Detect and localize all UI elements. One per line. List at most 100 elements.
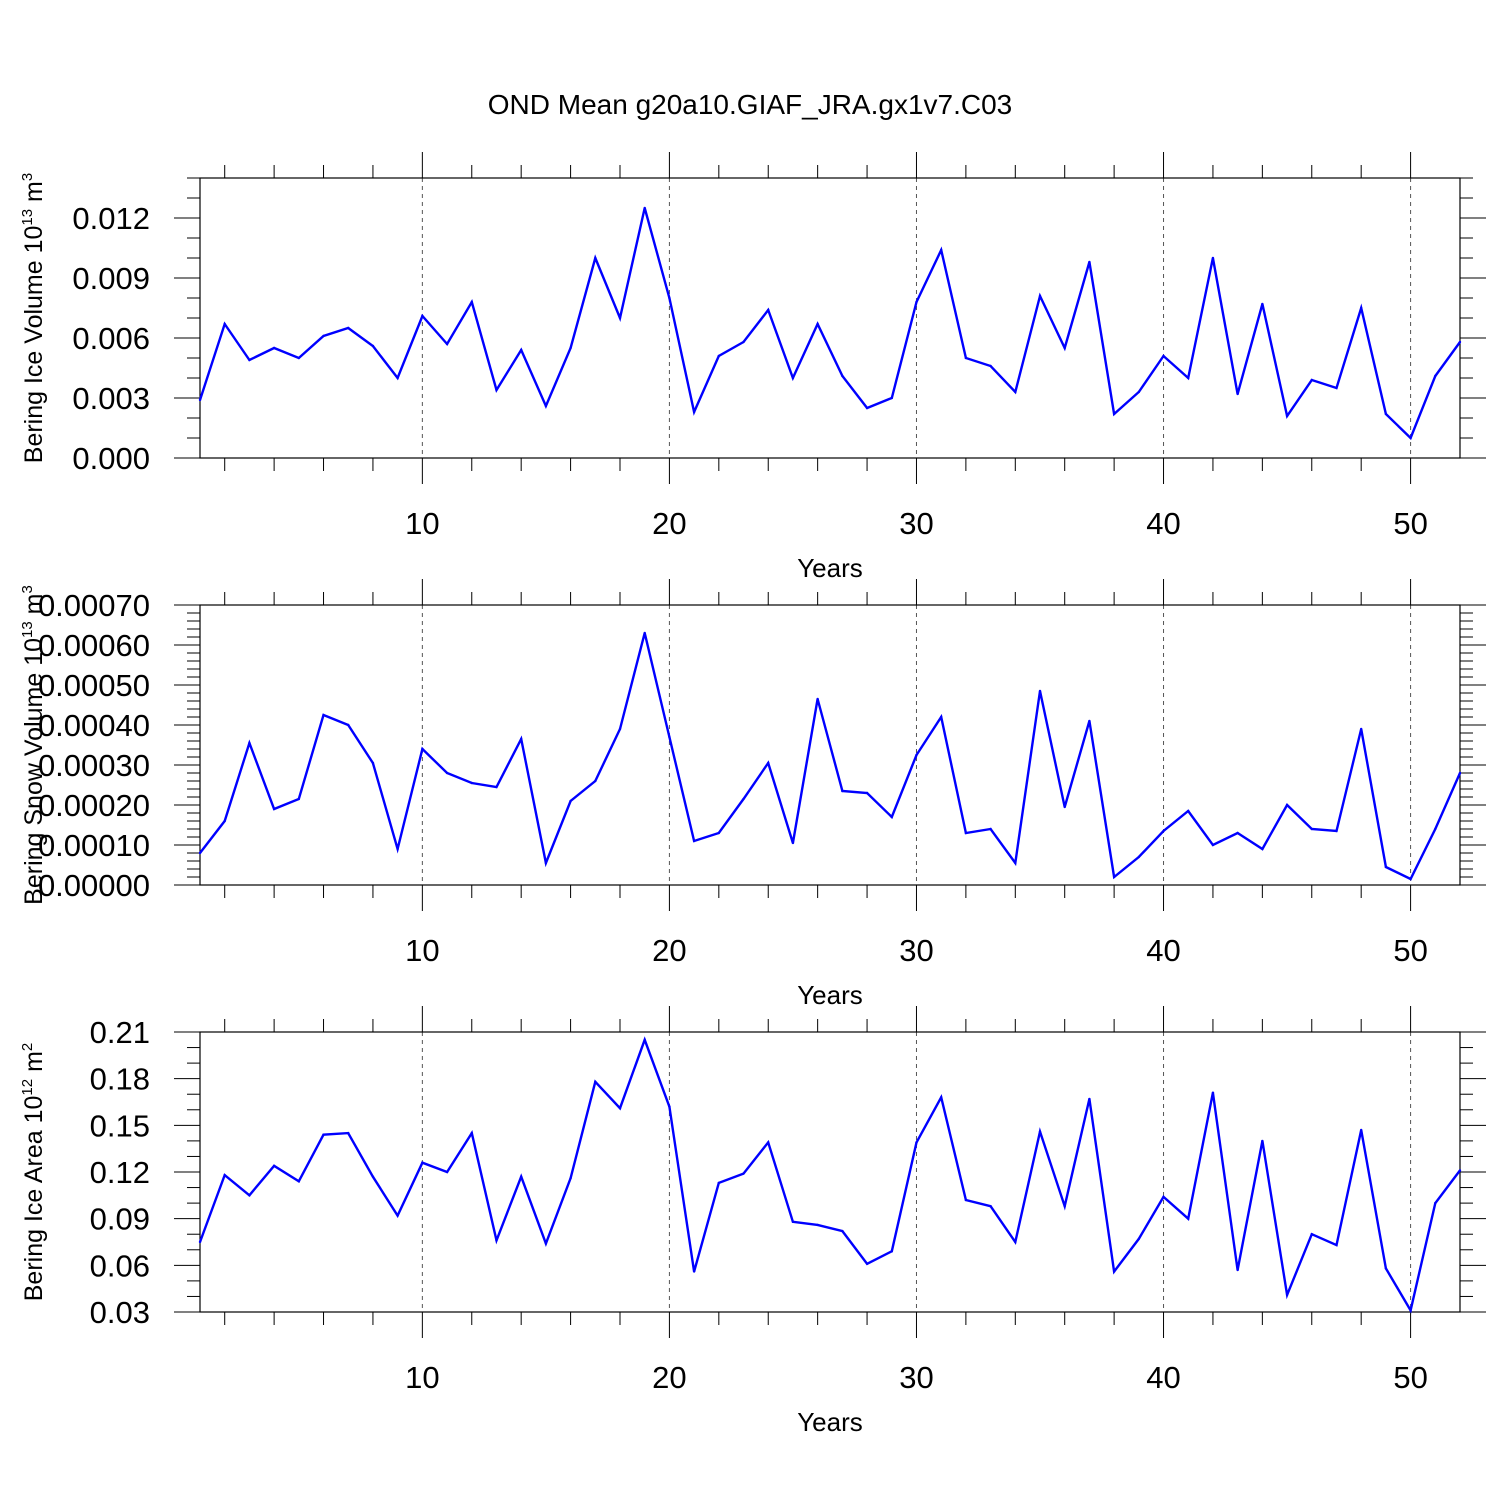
x-tick-label: 40	[1146, 506, 1180, 541]
x-tick-label: 20	[652, 506, 686, 541]
data-point	[470, 781, 473, 785]
data-point	[396, 1214, 399, 1217]
data-point	[1236, 831, 1239, 835]
y-tick-label: 0.00040	[38, 708, 150, 743]
data-point	[643, 631, 646, 635]
y-axis-title-unit-exponent: 3	[19, 585, 36, 593]
data-point	[1162, 829, 1165, 833]
data-point	[939, 1096, 943, 1099]
data-point	[445, 342, 449, 346]
y-tick-label: 0.009	[72, 261, 150, 296]
data-point	[692, 839, 696, 843]
data-point	[841, 1229, 844, 1233]
y-tick-label: 0.00030	[38, 748, 150, 783]
data-point	[519, 348, 523, 352]
data-point	[347, 1131, 350, 1135]
y-tick-label: 0.06	[90, 1248, 150, 1283]
data-point	[692, 1270, 696, 1273]
y-tick-label: 0.000	[72, 441, 150, 476]
data-point	[223, 819, 226, 823]
x-tick-label: 10	[405, 933, 439, 968]
data-point	[1162, 354, 1165, 358]
y-axis-title-main: Bering Ice Volume 10	[20, 226, 48, 464]
y-tick-label: 0.00060	[38, 628, 150, 663]
data-point	[297, 356, 301, 360]
data-point	[1162, 1195, 1165, 1199]
y-tick-label: 0.09	[90, 1202, 150, 1237]
data-point	[964, 1198, 968, 1202]
data-point	[791, 1220, 795, 1223]
data-point	[371, 344, 375, 348]
data-point	[1261, 302, 1264, 306]
figure-title: OND Mean g20a10.GIAF_JRA.gx1v7.C03	[488, 89, 1012, 120]
data-point	[544, 861, 548, 865]
data-point	[816, 697, 819, 701]
data-point	[248, 1194, 251, 1197]
data-point	[1236, 392, 1239, 396]
data-point	[470, 1131, 473, 1135]
data-point	[767, 1141, 770, 1144]
data-point	[668, 296, 671, 300]
data-point	[1038, 689, 1042, 693]
chart-panel-3: 10 20 30 40 50 Years 0.03 0.06 0.09 0.12 0.15 0.18 0…	[19, 1006, 1486, 1437]
data-point	[371, 1175, 375, 1178]
data-point	[618, 316, 622, 320]
data-point	[248, 741, 251, 745]
y-axis-title-unit-exponent: 3	[19, 173, 36, 181]
y-tick-label: 0.00050	[38, 668, 150, 703]
series-line	[198, 207, 1461, 441]
data-point	[1063, 805, 1066, 809]
data-point	[1014, 1240, 1017, 1244]
data-point	[1211, 1091, 1215, 1094]
y-tick-label: 0.003	[72, 381, 150, 416]
data-point	[1310, 1233, 1313, 1236]
data-point	[1088, 260, 1091, 264]
data-point	[1261, 847, 1264, 851]
data-point	[569, 1177, 572, 1180]
x-tick-label: 40	[1146, 933, 1180, 968]
data-point	[322, 1133, 325, 1136]
data-point	[1038, 294, 1042, 298]
data-point	[618, 1107, 622, 1110]
x-tick-label: 50	[1393, 506, 1427, 541]
data-point	[272, 346, 276, 350]
data-point	[347, 326, 350, 330]
data-point	[198, 398, 202, 402]
data-point	[1063, 346, 1066, 350]
data-point	[1285, 414, 1289, 418]
data-point	[519, 1175, 523, 1178]
chart-panel-1: 10 20 30 40 50 Years 0.000 0.003 0.006 0.009 0.012…	[19, 152, 1486, 583]
data-point	[1409, 1309, 1412, 1312]
data-point	[791, 841, 795, 845]
data-point	[495, 1239, 498, 1242]
y-axis-title-unit: m	[20, 594, 48, 622]
x-tick-label: 30	[899, 506, 933, 541]
data-point	[396, 376, 399, 380]
data-point	[767, 308, 770, 312]
y-axis-title-unit: m	[20, 1051, 48, 1079]
y-tick-label: 0.18	[90, 1062, 150, 1097]
data-point	[1434, 374, 1437, 378]
data-point	[569, 799, 572, 803]
data-point	[890, 396, 893, 400]
data-point	[1335, 829, 1338, 833]
data-point	[223, 322, 226, 326]
x-axis-title: Years	[797, 980, 863, 1010]
y-axis-title-unit-exponent: 2	[19, 1043, 36, 1051]
data-point	[1310, 827, 1313, 831]
data-point	[964, 831, 968, 835]
y-axis-title: Bering Ice Area 1012 m2	[19, 1043, 48, 1302]
y-tick-label: 0.00020	[38, 788, 150, 823]
data-point	[495, 785, 498, 789]
y-axis-title-exponent: 12	[19, 1079, 36, 1096]
data-point	[1285, 1293, 1289, 1297]
data-point	[618, 727, 622, 731]
y-tick-label: 0.00010	[38, 828, 150, 863]
data-point	[939, 715, 943, 719]
data-point	[445, 771, 449, 775]
data-point	[1187, 809, 1190, 813]
data-point	[717, 1181, 721, 1185]
x-tick-label: 50	[1393, 1360, 1427, 1395]
data-point	[1384, 865, 1388, 869]
